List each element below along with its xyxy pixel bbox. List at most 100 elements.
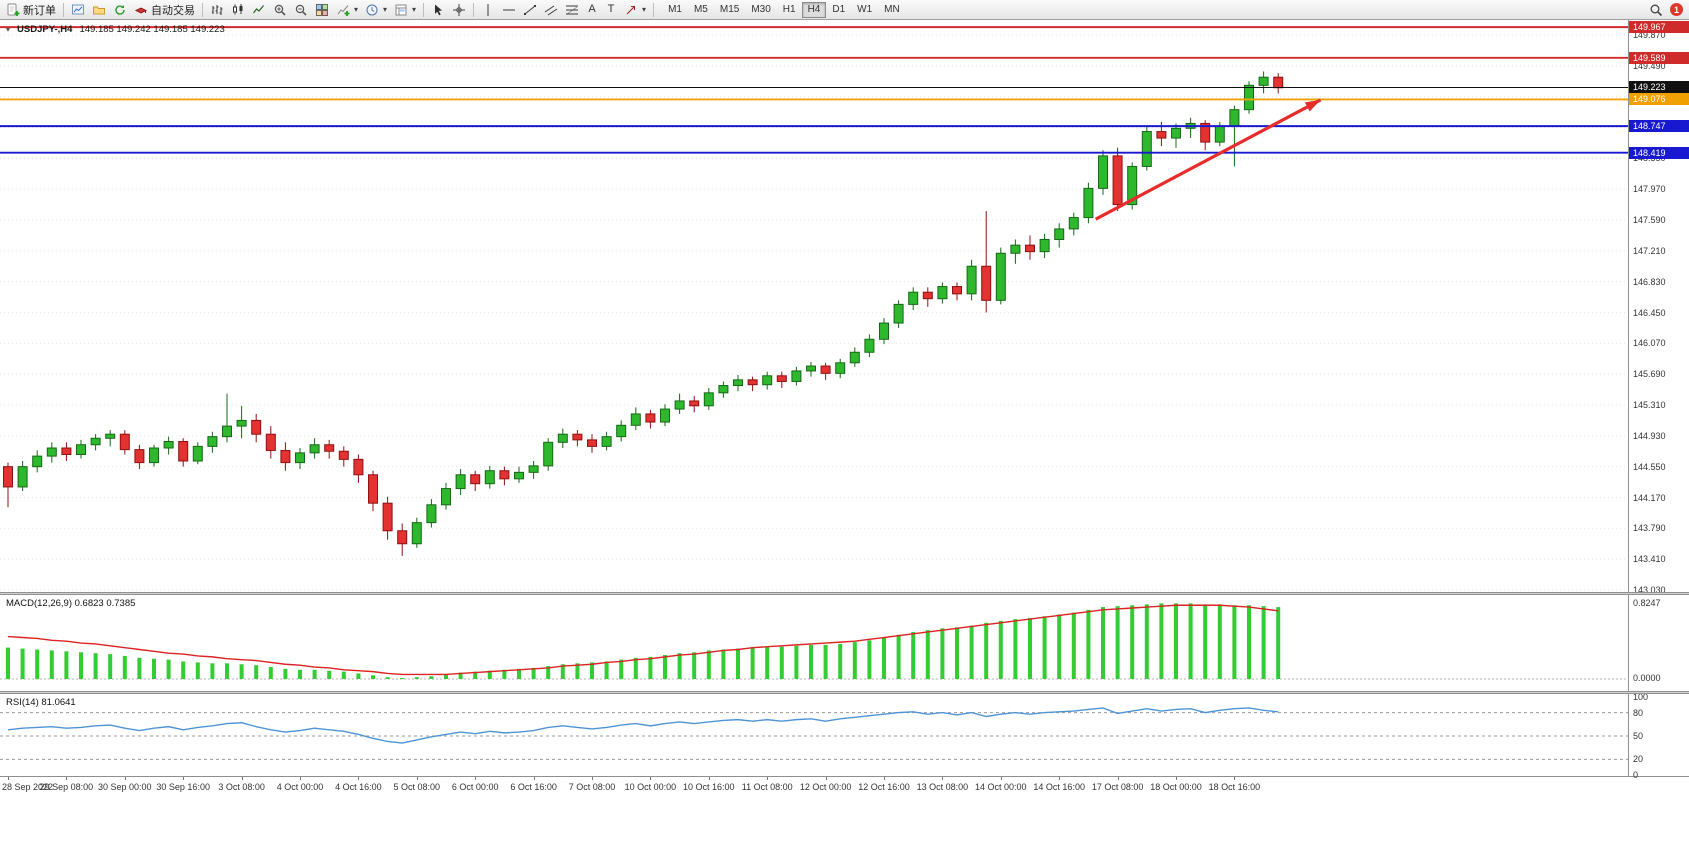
timeframe-toolbar: M1 M5 M15 M30 H1 H4 D1 W1 MN (662, 1, 906, 18)
time-axis-label: 3 Oct 08:00 (218, 782, 265, 792)
timeframe-d1-button[interactable]: D1 (826, 2, 851, 18)
crosshair-button[interactable] (449, 1, 469, 19)
time-axis-tick (183, 777, 185, 780)
autotrade-button[interactable]: 自动交易 (131, 1, 198, 19)
chevron-down-icon: ▾ (383, 4, 388, 14)
time-axis-tick (650, 777, 652, 780)
time-axis-label: 18 Oct 00:00 (1150, 782, 1202, 792)
chevron-down-icon: ▾ (354, 4, 359, 14)
chart-symbol-period: USDJPY-,H4 (17, 24, 73, 35)
fibonacci-tool-button[interactable] (562, 1, 582, 19)
time-axis-tick (942, 777, 944, 780)
arrows-tool-button[interactable]: ▾ (621, 1, 649, 19)
crosshair-icon (453, 3, 466, 16)
price-scale-label: 146.830 (1633, 276, 1666, 287)
horizontal-line-tool-button[interactable] (499, 1, 519, 19)
profiles-button[interactable] (89, 1, 109, 19)
timeframe-m30-button[interactable]: M30 (745, 2, 776, 18)
time-axis-label: 17 Oct 08:00 (1091, 782, 1144, 792)
toolbar-separator (473, 2, 475, 17)
trend-arrowhead (1304, 99, 1321, 112)
toolbar-separator (202, 2, 203, 17)
autotrade-icon (134, 6, 148, 14)
toolbar: 新订单 自动交易 (0, 0, 1689, 20)
macd-canvas[interactable] (0, 595, 1628, 691)
price-level-badge: 149.076 (1629, 93, 1689, 106)
panel-splitter[interactable] (0, 691, 1689, 694)
timeframe-mn-button[interactable]: MN (878, 2, 906, 18)
trendline-tool-button[interactable] (520, 1, 540, 19)
toolbar-separator (653, 2, 655, 17)
template-button[interactable]: ▾ (391, 1, 419, 19)
vertical-line-tool-button[interactable] (478, 1, 498, 19)
tile-windows-button[interactable] (312, 1, 332, 19)
timeframe-h4-button[interactable]: H4 (801, 1, 827, 18)
time-axis-label: 14 Oct 00:00 (975, 782, 1027, 792)
price-scale-label: 146.070 (1633, 338, 1666, 349)
chevron-down-icon: ▾ (412, 4, 417, 14)
cursor-icon (435, 4, 443, 15)
time-axis-label: 6 Oct 16:00 (510, 782, 557, 792)
price-scale[interactable]: 149.870149.490149.110148.730148.350147.9… (1628, 20, 1689, 780)
refresh-icon (115, 4, 125, 15)
zoom-out-icon (295, 4, 307, 16)
indicators-button[interactable]: ▾ (333, 1, 361, 19)
price-scale-label: 145.690 (1633, 369, 1666, 380)
cursor-button[interactable] (428, 1, 448, 19)
macd-label: MACD(12,26,9) 0.6823 0.7385 (6, 598, 136, 609)
rsi-panel: RSI(14) 81.0641 (0, 694, 1628, 776)
time-axis-label: 10 Oct 16:00 (683, 782, 735, 792)
bar-chart-button[interactable] (207, 1, 227, 19)
horizontal-line-icon (503, 9, 516, 10)
new-chart-button[interactable] (68, 1, 88, 19)
time-axis-label: 4 Oct 00:00 (276, 782, 324, 792)
line-chart-button[interactable] (249, 1, 269, 19)
zoom-out-button[interactable] (291, 1, 311, 19)
panel-splitter[interactable] (0, 592, 1689, 595)
new-order-icon (7, 3, 20, 16)
time-axis-tick (300, 777, 301, 780)
timeframe-m1-button[interactable]: M1 (662, 2, 688, 18)
text-label-tool-button[interactable]: T (602, 1, 620, 19)
search-icon (1650, 4, 1663, 16)
price-scale-label: 145.310 (1633, 400, 1666, 410)
chart-collapse-icon[interactable]: ▾ (6, 25, 11, 34)
template-icon (395, 4, 407, 15)
refresh-button[interactable] (110, 1, 130, 19)
time-axis-tick (8, 777, 9, 780)
arrow-tool-icon (626, 5, 636, 14)
price-scale-label: 143.790 (1633, 523, 1666, 534)
price-scale-label: 147.590 (1633, 215, 1666, 225)
notification-badge[interactable]: 1 (1670, 3, 1683, 16)
candlestick-chart-button[interactable] (228, 1, 248, 19)
rsi-scale-label: 0 (1633, 770, 1639, 780)
time-axis-label: 30 Sep 00:00 (98, 782, 152, 792)
time-axis-label: 7 Oct 08:00 (568, 782, 616, 792)
channel-tool-button[interactable] (541, 1, 561, 19)
macd-panel: MACD(12,26,9) 0.6823 0.7385 (0, 595, 1628, 691)
text-tool-button[interactable]: A (583, 1, 601, 19)
price-level-badge: 148.419 (1629, 146, 1689, 159)
main-chart-panel: ▾ USDJPY-,H4 149.185 149.242 149.185 149… (0, 20, 1628, 592)
profiles-folder-icon (93, 6, 105, 14)
rsi-canvas[interactable] (0, 694, 1628, 776)
time-axis-label: 28 Sep 2022 (2, 782, 54, 792)
zoom-in-button[interactable] (270, 1, 290, 19)
timeframe-m5-button[interactable]: M5 (688, 2, 714, 18)
main-chart-canvas[interactable] (0, 20, 1628, 592)
new-order-button[interactable]: 新订单 (3, 1, 59, 19)
chevron-down-icon: ▾ (642, 4, 647, 14)
timeframe-h1-button[interactable]: H1 (777, 2, 802, 18)
price-level-badge: 148.747 (1629, 120, 1689, 133)
timeframe-m15-button[interactable]: M15 (714, 2, 745, 18)
trend-arrow-line[interactable] (1094, 98, 1322, 221)
periods-button[interactable]: ▾ (362, 1, 390, 19)
time-axis-tick (1000, 777, 1002, 780)
time-axis-label: 14 Oct 16:00 (1033, 782, 1085, 792)
time-axis-tick (1117, 777, 1119, 780)
time-axis-tick (884, 777, 885, 780)
time-axis-tick (416, 777, 418, 780)
time-axis[interactable]: 28 Sep 2022 29 Sep 08:00 30 Sep 00:00 30 Se… (0, 776, 1689, 796)
timeframe-w1-button[interactable]: W1 (851, 2, 878, 18)
search-button[interactable] (1646, 1, 1666, 19)
